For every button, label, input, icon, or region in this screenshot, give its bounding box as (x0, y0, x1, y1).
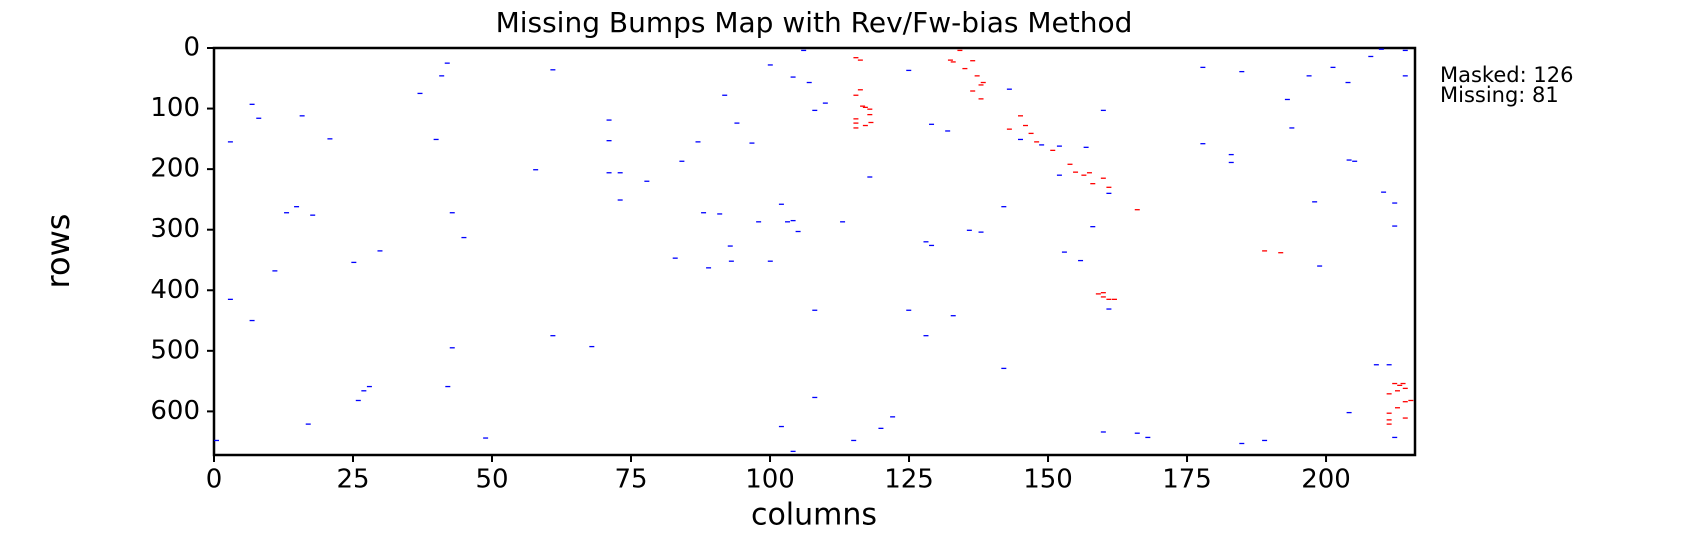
y-tick-label: 600 (150, 396, 200, 426)
y-axis-label: rows (39, 214, 77, 289)
chart-title: Missing Bumps Map with Rev/Fw-bias Metho… (496, 6, 1133, 39)
x-tick-label: 150 (1023, 465, 1073, 495)
x-tick-label: 175 (1162, 465, 1212, 495)
x-tick-label: 100 (745, 465, 795, 495)
plot-frame (212, 46, 1417, 457)
y-tick-label: 500 (150, 335, 200, 365)
y-tick-label: 100 (150, 93, 200, 123)
x-tick-label: 200 (1301, 465, 1351, 495)
y-tick-label: 300 (150, 214, 200, 244)
legend-entry: Masked: 126 (1440, 63, 1573, 87)
y-tick-label: 400 (150, 275, 200, 305)
legend-entry: Missing: 81 (1440, 83, 1559, 107)
y-tick-label: 0 (183, 33, 200, 63)
x-tick-label: 75 (614, 465, 647, 495)
x-tick-label: 50 (475, 465, 508, 495)
y-tick-label: 200 (150, 154, 200, 184)
x-axis-label: columns (751, 498, 877, 533)
x-tick-label: 0 (206, 465, 223, 495)
x-tick-label: 25 (336, 465, 369, 495)
x-tick-label: 125 (884, 465, 934, 495)
